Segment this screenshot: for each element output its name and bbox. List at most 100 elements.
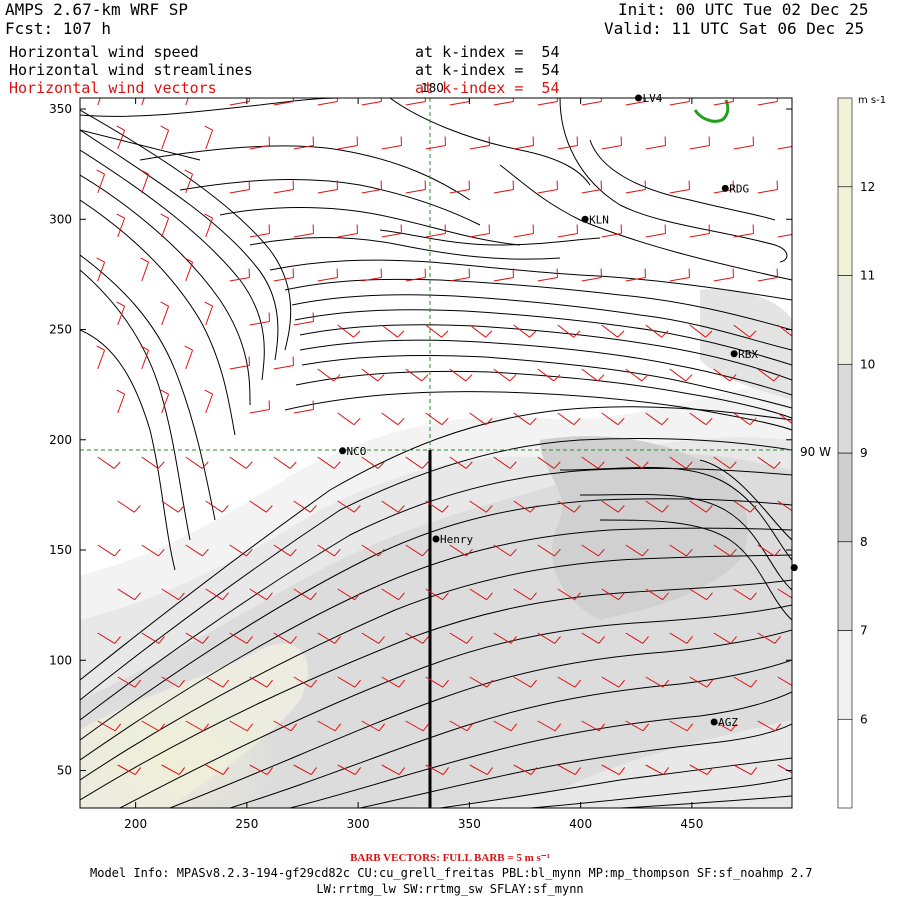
wind-barb-flag bbox=[421, 461, 429, 469]
wind-barb bbox=[513, 588, 531, 601]
wind-barb bbox=[493, 456, 511, 469]
wind-barb-flag bbox=[706, 592, 713, 600]
wind-barb bbox=[557, 500, 575, 513]
wind-barb bbox=[185, 456, 203, 469]
wind-barb bbox=[317, 456, 335, 469]
wind-barb-flag bbox=[140, 169, 149, 175]
wind-barb bbox=[537, 456, 555, 469]
field-name-wind-speed: Horizontal wind speed bbox=[9, 43, 199, 61]
wind-barb bbox=[141, 720, 160, 732]
wind-barb-flag bbox=[202, 636, 209, 644]
wind-barb bbox=[537, 368, 555, 382]
wind-barb bbox=[513, 500, 531, 513]
wind-barb bbox=[469, 500, 487, 513]
colorbar-segment bbox=[837, 97, 853, 188]
wind-barb-flag bbox=[140, 257, 149, 263]
wind-barb-flag bbox=[441, 417, 449, 426]
wind-barb-flag bbox=[706, 767, 714, 775]
wind-barb bbox=[249, 145, 270, 150]
station-marker bbox=[721, 184, 729, 192]
wind-barb bbox=[537, 632, 556, 644]
wind-barb-flag bbox=[246, 636, 253, 644]
wind-barb-flag bbox=[422, 723, 430, 732]
station-marker bbox=[634, 94, 642, 102]
wind-barb bbox=[293, 409, 314, 414]
y-tick-label: 250 bbox=[49, 323, 72, 337]
wind-barb-flag bbox=[486, 767, 494, 775]
wind-barb bbox=[645, 764, 664, 776]
wind-barb bbox=[273, 632, 292, 644]
init-time: Init: 00 UTC Tue 02 Dec 25 bbox=[618, 0, 869, 19]
wind-barb bbox=[293, 145, 314, 150]
wind-barb-flag bbox=[378, 723, 386, 732]
wind-barb bbox=[273, 544, 291, 557]
x-tick-label: 450 bbox=[680, 817, 703, 831]
wind-barb-flag bbox=[598, 548, 605, 557]
wind-barb bbox=[469, 233, 490, 238]
colorbar-label: 11 bbox=[860, 269, 875, 283]
wind-barb bbox=[293, 764, 312, 776]
wind-barb bbox=[337, 412, 355, 426]
colorbar-segment bbox=[837, 630, 853, 720]
wind-barb bbox=[493, 277, 514, 282]
wind-barb bbox=[733, 588, 751, 601]
wind-barb-flag bbox=[204, 213, 213, 219]
wind-barb bbox=[625, 277, 646, 282]
wind-barb bbox=[317, 277, 338, 282]
wind-barb-flag bbox=[597, 374, 605, 382]
wind-barb bbox=[117, 394, 126, 414]
x-tick-label: 400 bbox=[569, 817, 592, 831]
wind-barb bbox=[713, 632, 732, 644]
wind-barb bbox=[141, 632, 160, 644]
wind-barb bbox=[205, 588, 223, 601]
wind-barb bbox=[733, 412, 751, 426]
wind-barb bbox=[317, 632, 336, 644]
wind-barb-flag bbox=[641, 374, 649, 382]
wind-barb bbox=[425, 500, 443, 513]
wind-barb bbox=[405, 101, 426, 106]
wind-barb bbox=[97, 350, 106, 370]
wind-barb bbox=[337, 145, 358, 150]
wind-barb bbox=[645, 500, 663, 513]
wind-barb-flag bbox=[465, 374, 473, 382]
wind-barb bbox=[293, 321, 314, 326]
station-marker bbox=[710, 718, 718, 726]
wind-barb-flag bbox=[530, 592, 537, 600]
y-tick-label: 50 bbox=[57, 764, 72, 778]
wind-barb-flag bbox=[617, 505, 625, 513]
wind-barb-flag bbox=[202, 548, 209, 557]
wind-barb bbox=[425, 145, 446, 150]
wind-barb bbox=[381, 588, 399, 601]
wind-barb-flag bbox=[598, 723, 606, 732]
wind-barb-flag bbox=[773, 461, 781, 469]
wind-barb-flag bbox=[573, 505, 581, 513]
wind-barb-flag bbox=[774, 548, 781, 557]
wind-barb bbox=[757, 720, 776, 732]
wind-barb-flag bbox=[178, 592, 185, 600]
wind-barb bbox=[777, 764, 792, 774]
wind-barb-flag bbox=[774, 636, 781, 644]
wind-barb-flag bbox=[795, 767, 800, 774]
wind-barb-flag bbox=[617, 330, 625, 338]
wind-barb bbox=[601, 764, 620, 776]
colorbar-label: 7 bbox=[860, 624, 868, 638]
wind-barb bbox=[777, 145, 792, 150]
y-tick-label: 300 bbox=[49, 212, 72, 226]
wind-barb bbox=[557, 764, 576, 776]
wind-barb-flag bbox=[485, 330, 493, 338]
wind-barb bbox=[249, 588, 267, 601]
colorbar: 6 7 8 9 10 11 12 bbox=[837, 97, 875, 809]
wind-barb-flag bbox=[530, 679, 537, 688]
wind-barb-flag bbox=[134, 767, 142, 775]
wind-barb-flag bbox=[553, 374, 561, 382]
wind-barb-flag bbox=[114, 548, 121, 557]
wind-barb-flag bbox=[510, 636, 517, 644]
wind-barb-flag bbox=[574, 767, 582, 775]
wind-barb bbox=[361, 277, 382, 282]
wind-barb-flag bbox=[246, 723, 254, 732]
wind-barb bbox=[689, 764, 708, 776]
wind-barb bbox=[757, 632, 776, 644]
wind-barb-flag bbox=[442, 767, 450, 775]
wind-barb-flag bbox=[96, 345, 105, 351]
